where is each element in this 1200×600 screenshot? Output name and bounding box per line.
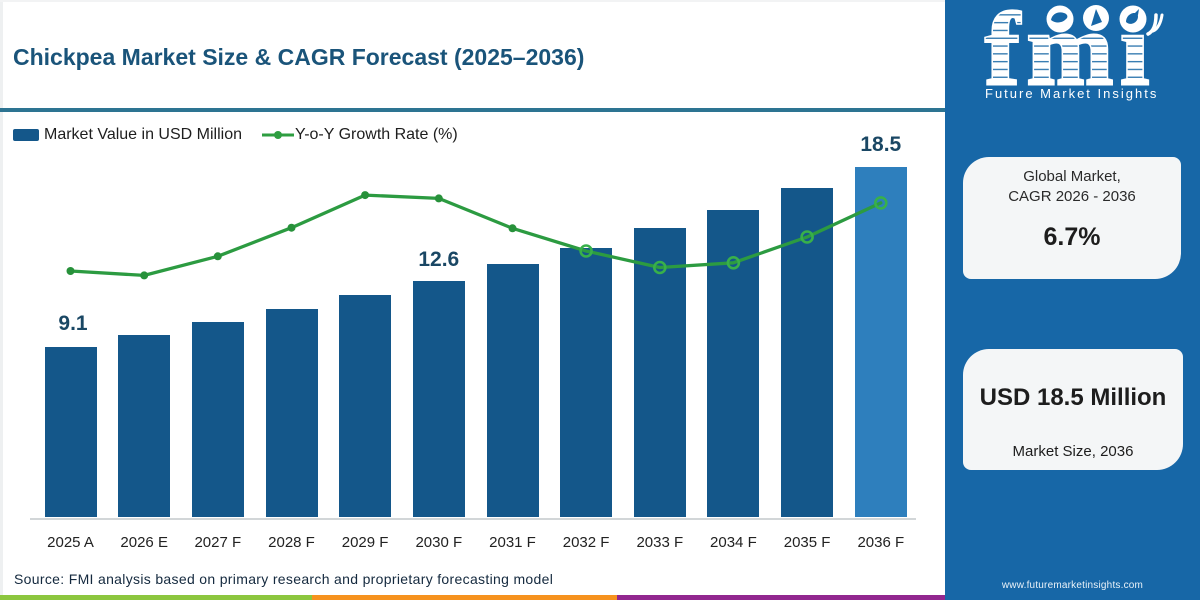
svg-text:Future Market Insights: Future Market Insights bbox=[985, 86, 1158, 101]
